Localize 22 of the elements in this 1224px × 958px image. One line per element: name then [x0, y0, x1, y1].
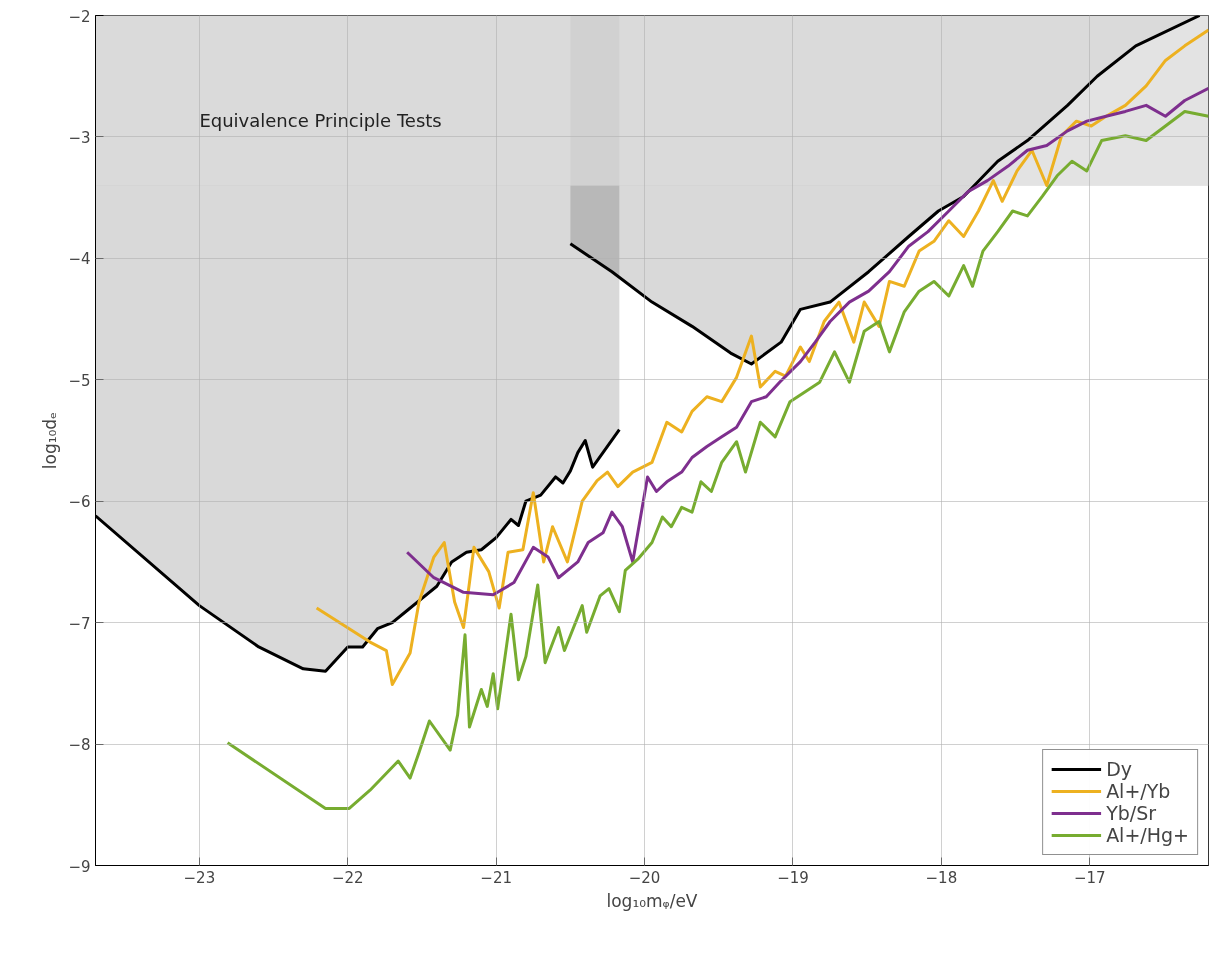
band-label: Equivalence Principle Tests: [199, 109, 442, 131]
x-tick-label: −21: [480, 868, 513, 887]
legend-label: Yb/Sr: [1106, 802, 1157, 824]
legend-label: Al+/Yb: [1106, 780, 1171, 802]
x-tick-label: −18: [925, 868, 958, 887]
y-tick-label: −9: [68, 857, 91, 876]
y-tick-label: −8: [68, 736, 91, 755]
y-tick-label: −2: [68, 7, 91, 26]
y-tick-label: −7: [68, 614, 91, 633]
x-tick-label: −22: [331, 868, 364, 887]
y-tick-label: −6: [68, 493, 91, 512]
legend-label: Al+/Hg+: [1106, 824, 1189, 846]
legend-label: Dy: [1106, 758, 1132, 780]
x-tick-label: −23: [183, 868, 216, 887]
x-tick-label: −19: [777, 868, 809, 887]
y-tick-label: −3: [68, 128, 91, 147]
x-axis-title: log₁₀mᵩ/eV: [606, 890, 698, 911]
y-tick-label: −4: [68, 250, 91, 269]
x-tick-label: −17: [1073, 868, 1106, 887]
x-tick-label: −20: [628, 868, 661, 887]
y-axis-title: log₁₀dₑ: [40, 411, 61, 470]
y-tick-label: −5: [68, 371, 91, 390]
